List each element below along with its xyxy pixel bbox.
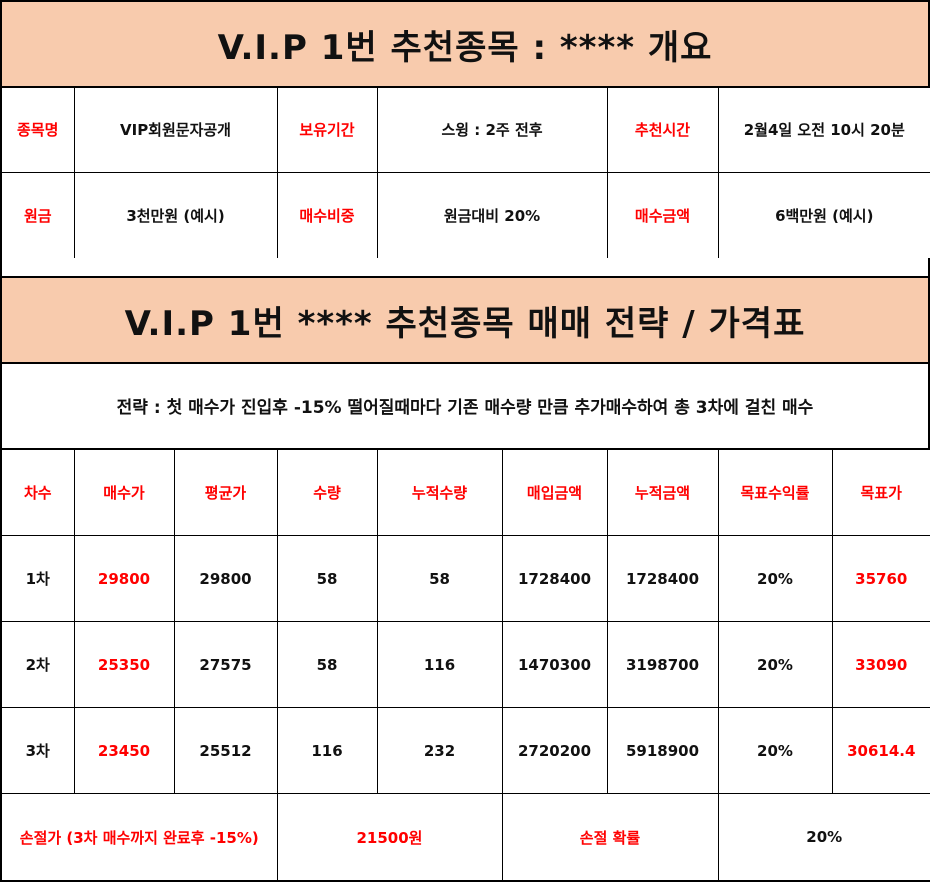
header-cell: 차수 xyxy=(0,449,75,536)
cum-amount-cell: 5918900 xyxy=(606,707,719,794)
buy-price-cell: 29800 xyxy=(73,535,175,622)
target-rate-cell: 20% xyxy=(717,707,833,794)
header-cell: 평균가 xyxy=(173,449,278,536)
overview-table: 종목명 VIP회원문자공개 보유기간 스윙 : 2주 전후 추천시간 2월4일 … xyxy=(0,86,930,259)
strategy-description: 전략 : 첫 매수가 진입후 -15% 떨어질때마다 기존 매수량 만큼 추가매… xyxy=(0,362,930,450)
target-price-cell: 35760 xyxy=(831,535,930,622)
qty-cell: 58 xyxy=(276,535,378,622)
header-cell: 매수가 xyxy=(73,449,175,536)
stock-name-value: VIP회원문자공개 xyxy=(73,86,278,173)
buy-amount-label: 매수금액 xyxy=(606,172,719,259)
holding-period-value: 스윙 : 2주 전후 xyxy=(376,86,608,173)
recommend-time-value: 2월4일 오전 10시 20분 xyxy=(717,86,930,173)
cum-qty-cell: 232 xyxy=(376,707,503,794)
recommend-time-label: 추천시간 xyxy=(606,86,719,173)
qty-cell: 116 xyxy=(276,707,378,794)
buy-amount-value: 6백만원 (예시) xyxy=(717,172,930,259)
header-cell: 누적금액 xyxy=(606,449,719,536)
strategy-title: V.I.P 1번 **** 추천종목 매매 전략 / 가격표 xyxy=(0,276,930,364)
round-cell: 1차 xyxy=(0,535,75,622)
stop-loss-label: 손절가 (3차 매수까지 완료후 -15%) xyxy=(0,793,278,882)
buy-amount-cell: 2720200 xyxy=(501,707,608,794)
price-table: 차수 매수가 평균가 수량 누적수량 매입금액 누적금액 목표수익률 목표가 1… xyxy=(0,449,930,882)
stop-loss-prob-label: 손절 확률 xyxy=(501,793,719,882)
table-row: 1차 29800 29800 58 58 1728400 1728400 20%… xyxy=(0,535,930,622)
round-cell: 3차 xyxy=(0,707,75,794)
target-price-cell: 33090 xyxy=(831,621,930,708)
table-row: 3차 23450 25512 116 232 2720200 5918900 2… xyxy=(0,707,930,794)
header-cell: 매입금액 xyxy=(501,449,608,536)
header-cell: 수량 xyxy=(276,449,378,536)
buy-ratio-label: 매수비중 xyxy=(276,172,378,259)
overview-title: V.I.P 1번 추천종목 : **** 개요 xyxy=(0,0,930,88)
cum-amount-cell: 3198700 xyxy=(606,621,719,708)
table-row: 2차 25350 27575 58 116 1470300 3198700 20… xyxy=(0,621,930,708)
buy-amount-cell: 1728400 xyxy=(501,535,608,622)
holding-period-label: 보유기간 xyxy=(276,86,378,173)
buy-price-cell: 25350 xyxy=(73,621,175,708)
header-cell: 목표수익률 xyxy=(717,449,833,536)
overview-row: 종목명 VIP회원문자공개 보유기간 스윙 : 2주 전후 추천시간 2월4일 … xyxy=(0,86,930,173)
header-cell: 목표가 xyxy=(831,449,930,536)
target-rate-cell: 20% xyxy=(717,535,833,622)
stock-name-label: 종목명 xyxy=(0,86,75,173)
round-cell: 2차 xyxy=(0,621,75,708)
overview-row: 원금 3천만원 (예시) 매수비중 원금대비 20% 매수금액 6백만원 (예시… xyxy=(0,172,930,259)
stop-loss-row: 손절가 (3차 매수까지 완료후 -15%) 21500원 손절 확률 20% xyxy=(0,793,930,882)
header-cell: 누적수량 xyxy=(376,449,503,536)
buy-ratio-value: 원금대비 20% xyxy=(376,172,608,259)
section-gap xyxy=(0,258,930,278)
target-price-cell: 30614.4 xyxy=(831,707,930,794)
principal-value: 3천만원 (예시) xyxy=(73,172,278,259)
target-rate-cell: 20% xyxy=(717,621,833,708)
principal-label: 원금 xyxy=(0,172,75,259)
buy-price-cell: 23450 xyxy=(73,707,175,794)
price-header-row: 차수 매수가 평균가 수량 누적수량 매입금액 누적금액 목표수익률 목표가 xyxy=(0,449,930,536)
avg-price-cell: 29800 xyxy=(173,535,278,622)
cum-qty-cell: 116 xyxy=(376,621,503,708)
cum-qty-cell: 58 xyxy=(376,535,503,622)
stop-loss-prob-value: 20% xyxy=(717,793,930,882)
cum-amount-cell: 1728400 xyxy=(606,535,719,622)
stop-loss-price: 21500원 xyxy=(276,793,503,882)
avg-price-cell: 27575 xyxy=(173,621,278,708)
qty-cell: 58 xyxy=(276,621,378,708)
buy-amount-cell: 1470300 xyxy=(501,621,608,708)
avg-price-cell: 25512 xyxy=(173,707,278,794)
